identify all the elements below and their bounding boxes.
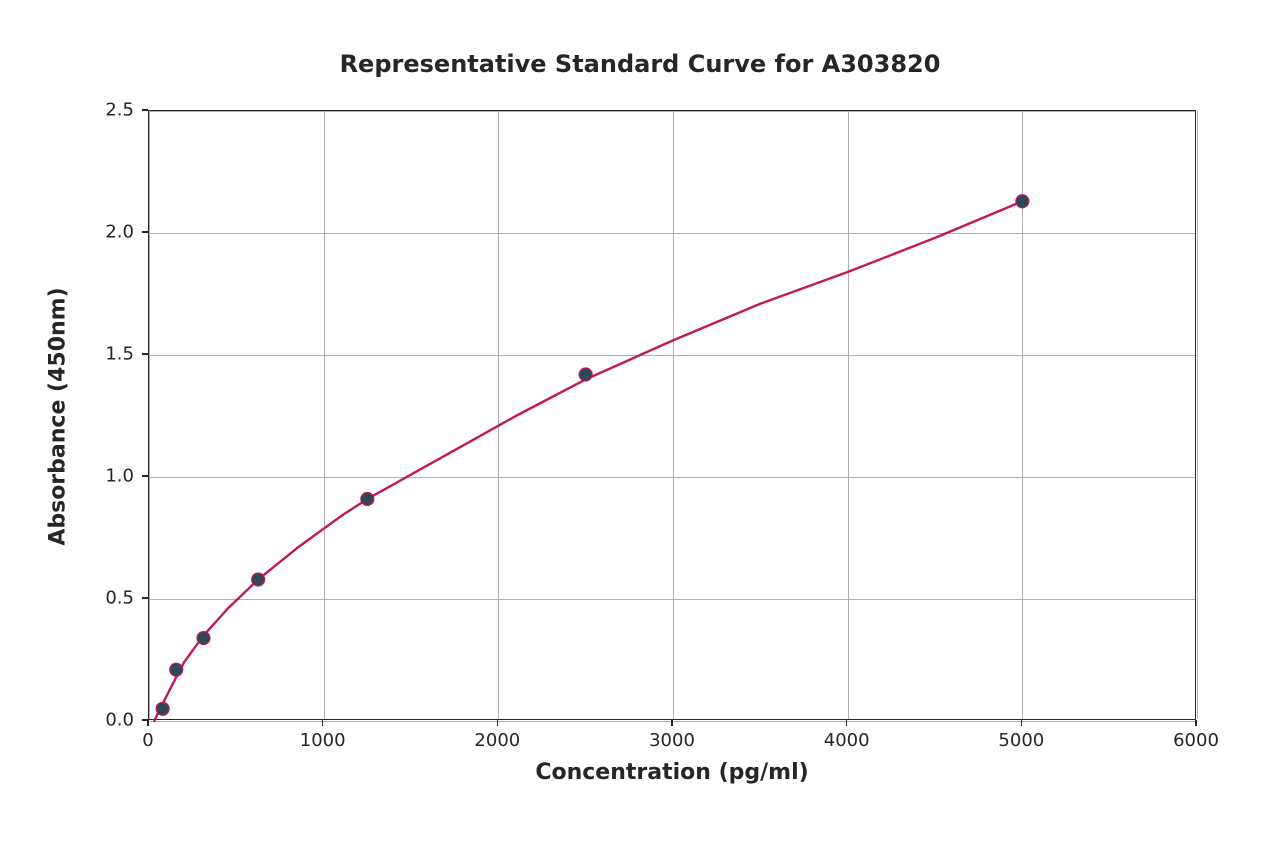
x-tick xyxy=(322,720,324,726)
x-tick-label: 3000 xyxy=(649,730,695,751)
data-point xyxy=(252,573,265,586)
y-tick-label: 0.0 xyxy=(94,710,134,731)
data-point xyxy=(156,702,169,715)
data-point xyxy=(170,663,183,676)
chart-container: Representative Standard Curve for A30382… xyxy=(0,0,1280,845)
grid-line-vertical xyxy=(1197,111,1198,719)
plot-area xyxy=(148,110,1196,720)
data-point xyxy=(1016,195,1029,208)
y-tick xyxy=(142,353,148,355)
data-point xyxy=(361,492,374,505)
curve-svg xyxy=(149,111,1197,721)
chart-title: Representative Standard Curve for A30382… xyxy=(0,50,1280,78)
x-tick-label: 1000 xyxy=(300,730,346,751)
x-tick-label: 5000 xyxy=(998,730,1044,751)
data-point xyxy=(579,368,592,381)
x-tick xyxy=(497,720,499,726)
x-tick xyxy=(846,720,848,726)
curve-line xyxy=(154,201,1022,721)
y-tick xyxy=(142,231,148,233)
y-tick xyxy=(142,597,148,599)
y-tick-label: 0.5 xyxy=(94,588,134,609)
x-tick-label: 4000 xyxy=(824,730,870,751)
x-tick-label: 6000 xyxy=(1173,730,1219,751)
y-tick-label: 2.0 xyxy=(94,222,134,243)
x-tick xyxy=(1021,720,1023,726)
y-tick-label: 1.5 xyxy=(94,344,134,365)
data-point xyxy=(197,632,210,645)
y-axis-label: Absorbance (450nm) xyxy=(46,112,71,722)
x-tick-label: 2000 xyxy=(474,730,520,751)
y-tick xyxy=(142,475,148,477)
x-tick-label: 0 xyxy=(142,730,153,751)
y-tick-label: 1.0 xyxy=(94,466,134,487)
x-tick xyxy=(1195,720,1197,726)
x-tick xyxy=(671,720,673,726)
y-tick xyxy=(142,109,148,111)
x-axis-label: Concentration (pg/ml) xyxy=(148,760,1196,785)
x-tick xyxy=(147,720,149,726)
y-tick xyxy=(142,719,148,721)
y-tick-label: 2.5 xyxy=(94,100,134,121)
